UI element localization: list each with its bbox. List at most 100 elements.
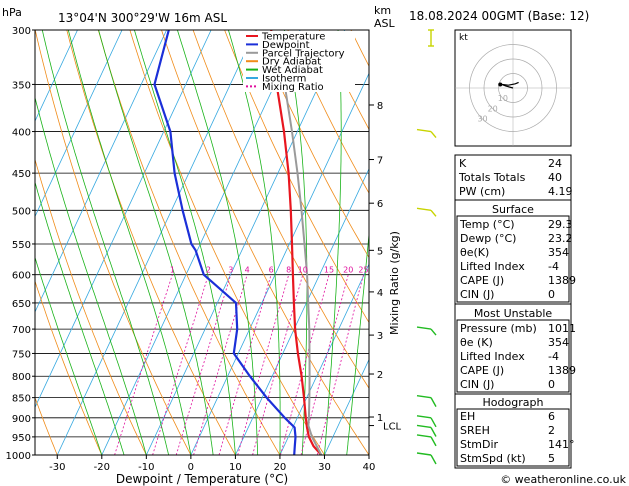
legend-label: Dewpoint <box>262 40 310 51</box>
dry-adiabat-line <box>604 30 629 455</box>
most-unstable-table: Most Unstable Pressure (mb) 1011 θe (K) … <box>454 303 576 395</box>
temperature-tick-label: 30 <box>318 462 331 473</box>
wind-barb <box>416 128 432 133</box>
surface-table: Surface Temp (°C) 29.3 Dewp (°C) 23.2 θe… <box>454 199 576 305</box>
wind-barbs <box>416 29 437 465</box>
wind-barb-flag <box>430 397 437 407</box>
mu-row-value: -4 <box>548 350 559 363</box>
hodograph-table: Hodograph EH 6 SREH 2 StmDir 141° StmSpd… <box>454 393 575 469</box>
temperature-tick-label: -30 <box>49 462 65 473</box>
surface-title: Surface <box>492 203 534 216</box>
isotherm-line <box>279 263 369 455</box>
surface-row-value: 29.3 <box>548 218 573 231</box>
isotherm-line <box>35 30 78 123</box>
pressure-tick-label: 700 <box>12 325 31 336</box>
wind-barb <box>416 434 432 438</box>
pressure-tick-label: 800 <box>12 372 31 383</box>
hodo-row-value: 5 <box>548 452 555 465</box>
dry-adiabat-line <box>66 30 236 455</box>
surface-row-label: Dewp (°C) <box>460 232 516 245</box>
wind-barb-flag <box>430 436 437 447</box>
hodo-row-label: StmDir <box>460 438 499 451</box>
wind-barb-flag <box>430 328 437 336</box>
dry-adiabat-line <box>192 30 369 389</box>
mixing-ratio-line <box>218 274 272 455</box>
most-unstable-inner-frame <box>456 319 570 393</box>
wet-adiabat-line <box>41 30 169 455</box>
hodo-row-value: 2 <box>548 424 555 437</box>
mixing-ratio-label: 3 <box>228 266 233 275</box>
pressure-tick-label: 550 <box>12 240 31 251</box>
hodograph-table-title: Hodograph <box>483 396 544 409</box>
tt-label: Totals Totals <box>458 171 526 184</box>
isotherm-line <box>235 167 369 455</box>
mixing-ratio-labels: 1 2 3 4 6 8 10 15 20 25 <box>170 266 369 275</box>
wet-adiabat-line <box>67 30 192 455</box>
plot-frame <box>34 29 370 456</box>
mu-row-value: 1011 <box>548 322 576 335</box>
pressure-tick-label: 950 <box>12 433 31 444</box>
profile-lines <box>153 30 323 455</box>
surface-row-value: 1389 <box>548 274 576 287</box>
dry-adiabat-line <box>35 279 103 455</box>
legend-label: Wet Adiabat <box>262 65 323 76</box>
dry-adiabat-line <box>35 30 192 455</box>
hodograph-ring-label: 20 <box>488 104 498 113</box>
indices-table: K 24 Totals Totals 40 PW (cm) 4.19 <box>454 154 573 201</box>
wet-adiabat-line <box>324 30 342 455</box>
legend-label: Parcel Trajectory <box>262 48 345 59</box>
wind-barb <box>416 207 432 212</box>
surface-row-label: Lifted Index <box>460 260 525 273</box>
temperature-profile <box>270 30 323 455</box>
legend-label: Dry Adiabat <box>262 57 321 68</box>
hodo-row-label: EH <box>460 410 475 423</box>
wet-adiabat-line <box>35 95 147 455</box>
dry-adiabat-line <box>287 30 369 194</box>
surface-row-value: 23.2 <box>548 232 573 245</box>
mixing-ratio-line <box>237 274 290 455</box>
mixing-ratio-label: 1 <box>170 266 175 275</box>
k-value: 24 <box>548 157 562 170</box>
mixing-ratio-line <box>252 274 304 455</box>
wind-barb-flag <box>430 209 437 217</box>
dry-adiabat-line <box>572 30 629 455</box>
wind-barb-flag <box>430 131 437 138</box>
isotherm-line <box>324 358 369 455</box>
height-tick-label: 2 <box>377 370 383 381</box>
wet-adiabat-line <box>346 229 369 455</box>
hodo-row-label: StmSpd (kt) <box>460 452 526 465</box>
height-unit-sub-label: ASL <box>374 17 396 30</box>
most-unstable-title: Most Unstable <box>474 307 553 320</box>
temperature-tick-label: 10 <box>229 462 242 473</box>
dry-adiabat-line <box>35 396 58 455</box>
hodograph-table-inner-frame <box>456 408 570 467</box>
mixing-ratio-label: 4 <box>245 266 250 275</box>
tt-value: 40 <box>548 171 562 184</box>
hodo-row-label: SREH <box>460 424 490 437</box>
legend-box <box>243 31 355 92</box>
pressure-tick-label: 400 <box>12 128 31 139</box>
hodograph-ring-label: 30 <box>477 114 487 123</box>
mu-row-value: 354 <box>548 336 569 349</box>
mixing-ratio-label: 2 <box>206 266 211 275</box>
pressure-tick-label: 450 <box>12 169 31 180</box>
isotherm-line <box>101 30 301 455</box>
pressure-tick-label: 850 <box>12 394 31 405</box>
wind-barb <box>416 415 432 419</box>
mu-row-label: θe (K) <box>460 336 493 349</box>
mixing-ratio-label: 25 <box>358 266 368 275</box>
parcel-trajectory-profile <box>283 84 323 455</box>
mixing-ratio-label: 15 <box>324 266 334 275</box>
mu-row-label: CIN (J) <box>460 378 494 391</box>
surface-row-value: 0 <box>548 288 555 301</box>
height-unit-label: km <box>374 4 391 17</box>
surface-row-value: -4 <box>548 260 559 273</box>
height-tick-label: 1 <box>377 413 383 424</box>
k-label: K <box>459 157 467 170</box>
height-tick-label: 7 <box>377 156 383 167</box>
height-tick-label: 3 <box>377 331 383 342</box>
mixing-ratio-label: 10 <box>298 266 308 275</box>
temperature-tick-label: -10 <box>138 462 154 473</box>
pw-value: 4.19 <box>548 185 573 198</box>
